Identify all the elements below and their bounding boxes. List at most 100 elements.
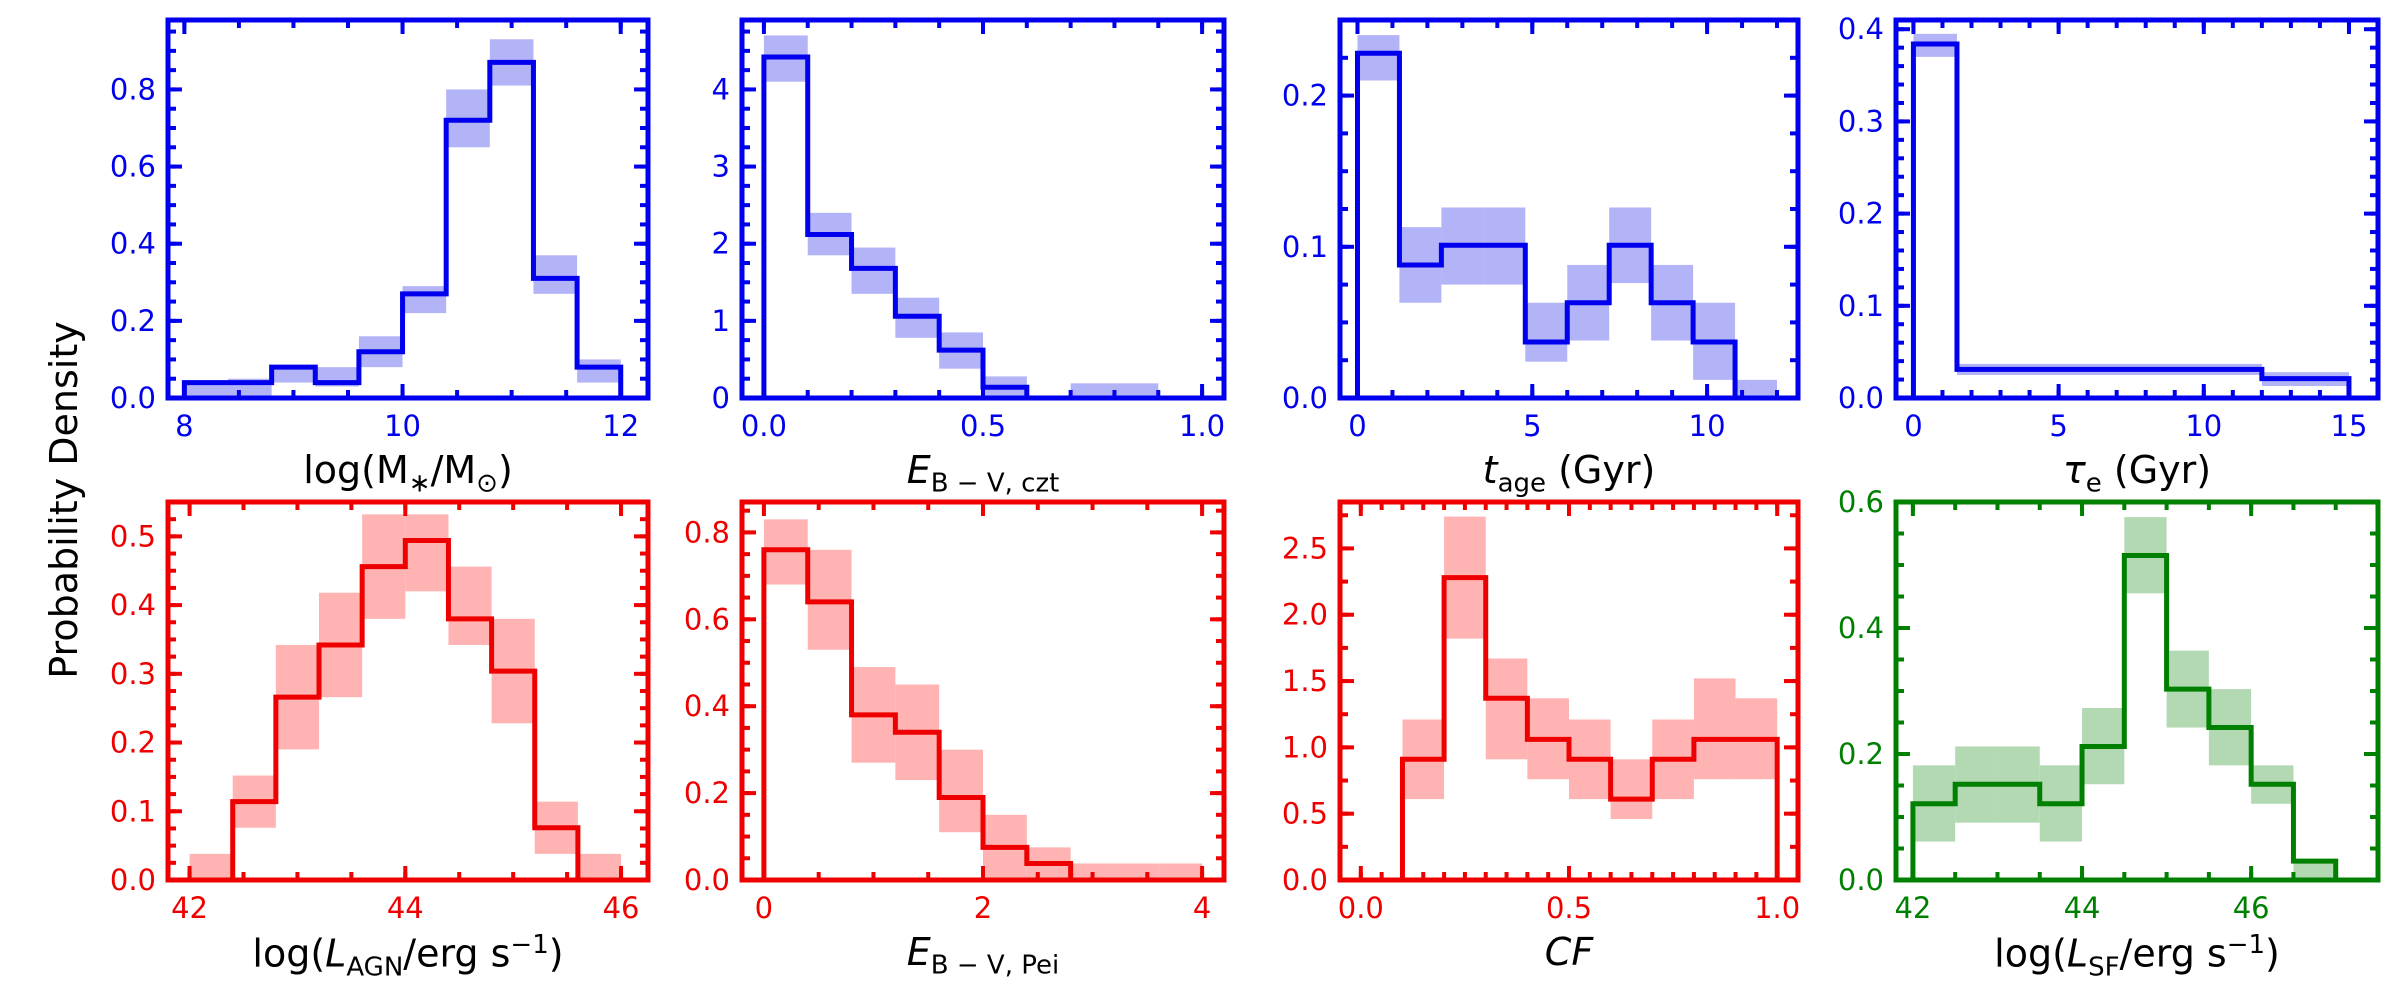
ytick-label: 0.4 xyxy=(1838,12,1884,46)
xtick-label: 44 xyxy=(2064,891,2101,925)
ytick-label: 0.2 xyxy=(1838,197,1884,231)
xtick-label: 46 xyxy=(603,891,640,925)
ytick-label: 0.0 xyxy=(1282,381,1328,415)
xlabel-p4: τe (Gyr) xyxy=(2062,448,2212,499)
band-p3-4 xyxy=(1525,302,1568,362)
band-p7-2 xyxy=(1485,658,1528,760)
xtick-label: 4 xyxy=(1193,891,1211,925)
ytick-label: 0.3 xyxy=(110,657,156,691)
xtick-label: 1.0 xyxy=(1179,409,1225,443)
ytick-label: 0.5 xyxy=(110,519,156,553)
ytick-label: 0.2 xyxy=(110,726,156,760)
panel-p2: 0.0 0.5 1.0 0 1 2 3 4 xyxy=(712,17,1227,443)
ytick-label: 0.0 xyxy=(1282,863,1328,897)
ytick-label: 0.0 xyxy=(110,863,156,897)
ytick-label: 0.0 xyxy=(1838,863,1884,897)
xtick-label: 42 xyxy=(171,891,208,925)
axes-frame xyxy=(165,17,651,401)
xtick-label: 0.0 xyxy=(741,409,787,443)
ytick-label: 0.8 xyxy=(684,515,730,549)
panel-p3: 0 5 10 0.0 0.1 0.2 xyxy=(1282,17,1801,443)
ytick-label: 1.0 xyxy=(1282,730,1328,764)
ytick-label: 3 xyxy=(712,150,730,184)
ytick-label: 0.0 xyxy=(684,863,730,897)
ytick-label: 1 xyxy=(712,304,730,338)
band-p7-7 xyxy=(1693,678,1736,780)
xtick-label: 15 xyxy=(2331,409,2368,443)
ytick-label: 0.1 xyxy=(1282,230,1328,264)
band-p8-9 xyxy=(2293,861,2336,880)
panel-p6: 0 2 4 0.0 0.2 0.4 0.6 0.8 xyxy=(684,499,1227,925)
ytick-label: 0.2 xyxy=(110,304,156,338)
xtick-label: 2 xyxy=(974,891,992,925)
ytick-label: 2.5 xyxy=(1282,531,1328,565)
histogram-p4 xyxy=(1910,41,2352,398)
band-p1-2 xyxy=(271,367,316,383)
ytick-label: 0.2 xyxy=(1282,79,1328,113)
panel-p1: 8 10 12 0.0 0.2 0.4 0.6 0.8 xyxy=(110,17,651,443)
ytick-label: 0.1 xyxy=(110,794,156,828)
ytick-label: 0.1 xyxy=(1838,289,1884,323)
ytick-label: 0.6 xyxy=(110,150,156,184)
xtick-label: 10 xyxy=(2185,409,2222,443)
axes-frame xyxy=(1893,17,2381,401)
xtick-label: 44 xyxy=(387,891,424,925)
ytick-label: 0.0 xyxy=(1838,381,1884,415)
histogram-p3 xyxy=(1354,50,1778,398)
xtick-label: 8 xyxy=(175,409,193,443)
band-p6-4 xyxy=(939,749,983,833)
xtick-label: 0.5 xyxy=(960,409,1006,443)
band-p1-5 xyxy=(402,286,447,314)
axes-frame xyxy=(1337,499,1801,883)
band-p3-0 xyxy=(1357,35,1400,81)
xtick-label: 42 xyxy=(1894,891,1931,925)
ytick-label: 2.0 xyxy=(1282,598,1328,632)
band-p1-9 xyxy=(577,359,621,383)
xtick-label: 0.0 xyxy=(1338,891,1384,925)
ytick-label: 0.2 xyxy=(684,776,730,810)
ytick-label: 0.4 xyxy=(684,689,730,723)
panel-p7: 0.0 0.5 1.0 0.0 0.5 1.0 1.5 2.0 2.5 xyxy=(1282,499,1801,925)
xtick-label: 0 xyxy=(1904,409,1922,443)
histogram-p7 xyxy=(1399,575,1780,880)
xtick-label: 0 xyxy=(1348,409,1366,443)
ytick-label: 0.6 xyxy=(684,602,730,636)
xlabel-p8: log(LSF/erg s−1) xyxy=(1994,930,2280,983)
panel-p5: 42 44 46 0.0 0.1 0.2 0.3 0.4 0.5 xyxy=(110,499,651,925)
band-p5-6 xyxy=(448,566,492,645)
ytick-label: 0.0 xyxy=(110,381,156,415)
xlabel-p1: log(M∗/M⊙) xyxy=(303,448,513,499)
ytick-label: 0.4 xyxy=(1838,611,1884,645)
band-p2-8 xyxy=(1114,383,1159,398)
axes-frame xyxy=(1337,17,1801,401)
figure-ylabel: Probability Density xyxy=(42,321,86,679)
xtick-label: 10 xyxy=(1689,409,1726,443)
ytick-label: 0.5 xyxy=(1282,797,1328,831)
band-p5-0 xyxy=(189,853,233,880)
histogram-p1 xyxy=(181,59,624,398)
ytick-label: 2 xyxy=(712,227,730,261)
xtick-label: 12 xyxy=(602,409,639,443)
xlabel-p7: CF xyxy=(1544,930,1594,974)
ytick-label: 0.6 xyxy=(1838,485,1884,519)
axes-frame xyxy=(165,499,651,883)
ytick-label: 4 xyxy=(712,72,730,106)
xtick-label: 5 xyxy=(2049,409,2067,443)
band-p7-5 xyxy=(1610,759,1653,819)
xlabel-p5: log(LAGN/erg s−1) xyxy=(252,930,564,983)
ytick-label: 1.5 xyxy=(1282,664,1328,698)
histogram-p5 xyxy=(189,537,622,880)
band-p6-7 xyxy=(1070,863,1115,880)
panel-p4: 0 5 10 15 0.0 0.1 0.2 0.3 0.4 xyxy=(1838,12,2381,443)
panel-p8: 42 44 46 0.0 0.2 0.4 0.6 xyxy=(1838,485,2381,925)
band-p3-9 xyxy=(1735,379,1778,398)
axes-frame xyxy=(739,17,1227,401)
band-p5-9 xyxy=(577,853,622,880)
ytick-label: 0.4 xyxy=(110,588,156,622)
ytick-label: 0.8 xyxy=(110,72,156,106)
axes-frame xyxy=(739,499,1227,883)
band-p1-0 xyxy=(184,382,228,398)
xlabel-p2: EB − V, czt xyxy=(906,448,1060,499)
xlabel-p3: tage (Gyr) xyxy=(1482,448,1656,499)
